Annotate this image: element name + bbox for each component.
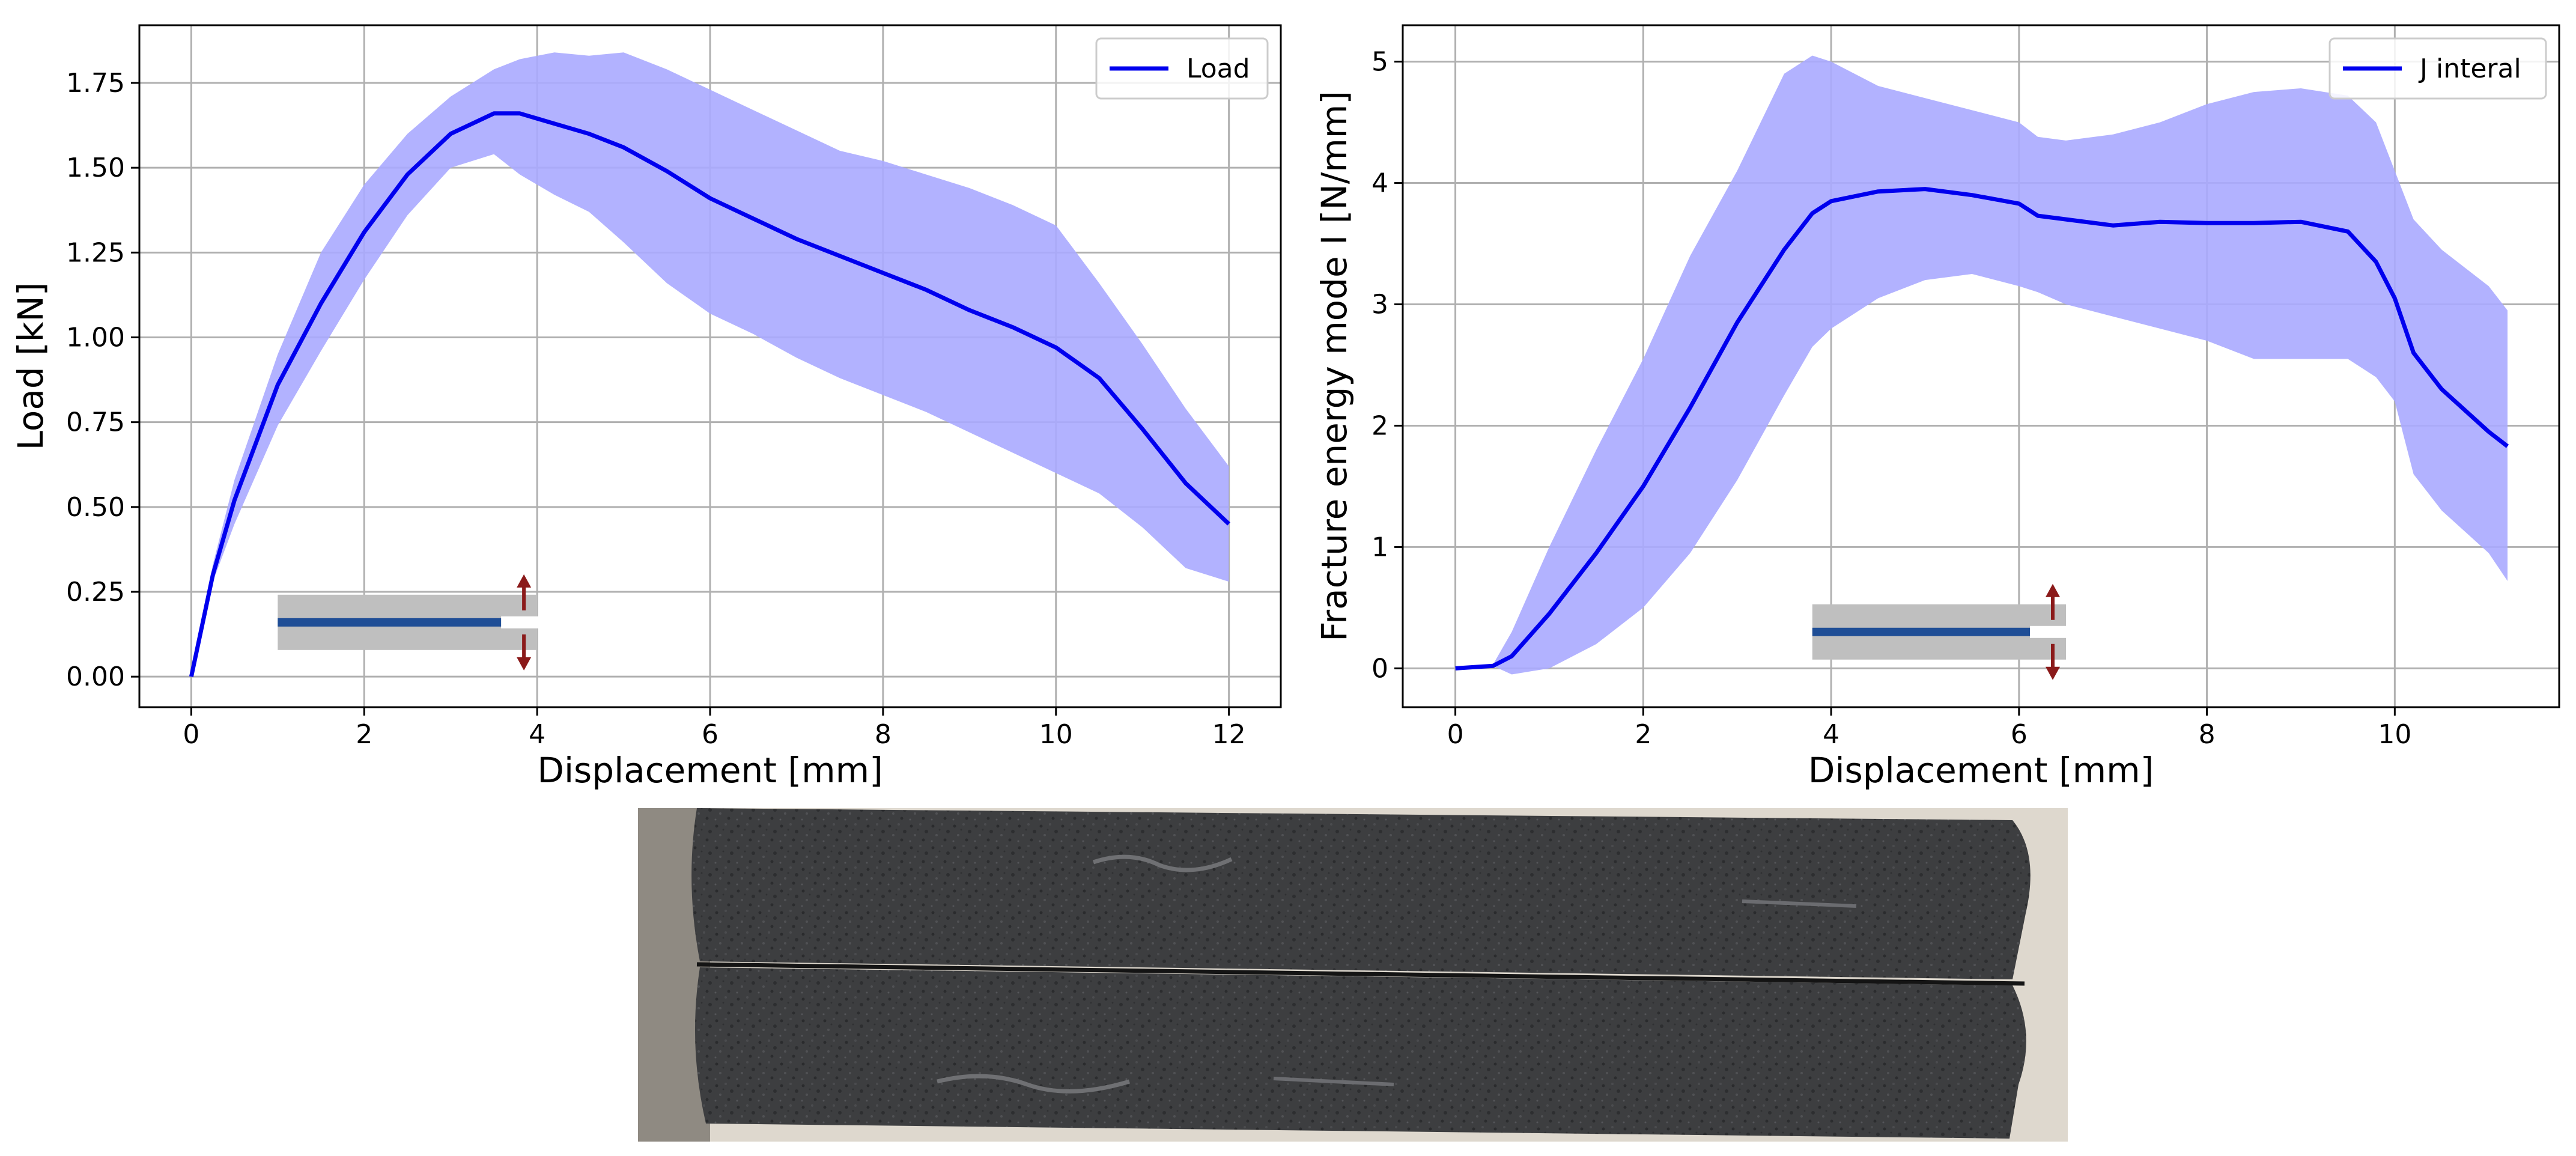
load-series-line xyxy=(189,111,1231,677)
load-y-tick-label-7: 1.75 xyxy=(66,68,125,99)
energy-y-axis-label: Fracture energy mode I [N/mm] xyxy=(1314,91,1355,642)
energy-legend-label: J interal xyxy=(2418,53,2521,84)
energy-inset-arrowhead-up xyxy=(2046,583,2061,597)
load-x-tick-label-2: 4 xyxy=(529,719,545,750)
energy-legend-box xyxy=(2328,37,2547,100)
load-inset-layer xyxy=(278,618,502,627)
energy-y-ticks: 0 1 2 3 4 5 xyxy=(1372,47,1403,684)
load-y-tick-label-2: 0.50 xyxy=(66,492,125,523)
energy-x-tick-label-3: 6 xyxy=(2011,719,2028,750)
photo-lower-beam xyxy=(695,967,2026,1139)
load-x-ticks: 0 2 4 6 8 10 12 xyxy=(183,707,1246,750)
load-y-tick-label-3: 0.75 xyxy=(66,407,125,438)
energy-x-tick-label-5: 10 xyxy=(2378,719,2411,750)
load-y-ticks: 0.00 0.25 0.50 0.75 1.00 1.25 1.50 1.75 xyxy=(66,68,139,692)
load-y-tick-label-5: 1.25 xyxy=(66,237,125,268)
photo-streak-3 xyxy=(937,1074,1131,1094)
energy-y-tick-label-3: 3 xyxy=(1372,290,1388,320)
load-x-tick-label-3: 6 xyxy=(702,719,718,750)
energy-y-tick-label-4: 4 xyxy=(1372,168,1388,199)
load-specimen-inset xyxy=(278,574,539,671)
load-y-axis-label: Load [kN] xyxy=(10,282,51,451)
energy-x-tick-label-1: 2 xyxy=(1635,719,1651,750)
photo-streak-4 xyxy=(1273,1077,1394,1086)
load-y-tick-label-1: 0.25 xyxy=(66,577,125,607)
photo-crack xyxy=(696,962,2025,986)
photo-streak-2 xyxy=(1742,899,1857,908)
load-inset-notch xyxy=(501,616,539,628)
load-inset-arrowhead-up xyxy=(517,574,532,588)
energy-series-line xyxy=(1455,187,2509,671)
energy-confidence-band xyxy=(1455,55,2508,675)
energy-y-tick-label-5: 5 xyxy=(1372,47,1388,78)
load-legend: Load xyxy=(1095,37,1269,100)
load-confidence-band xyxy=(191,52,1229,677)
energy-chart-frame xyxy=(1402,24,2560,708)
specimen-photo xyxy=(638,808,2068,1142)
energy-inset-notch xyxy=(2030,625,2068,638)
energy-legend: J interal xyxy=(2328,37,2547,100)
photo-upper-beam xyxy=(691,808,2031,979)
load-x-tick-label-0: 0 xyxy=(183,719,199,750)
energy-x-tick-label-2: 4 xyxy=(1823,719,1839,750)
energy-y-tick-label-1: 1 xyxy=(1372,532,1388,562)
energy-x-axis-label: Displacement [mm] xyxy=(1808,750,2154,791)
fracture-energy-chart: 0 2 4 6 8 10 0 1 2 3 4 5 Displacement [mm] Fractur… xyxy=(1314,24,2560,791)
load-x-tick-label-1: 2 xyxy=(356,719,372,750)
load-x-axis-label: Displacement [mm] xyxy=(537,750,882,791)
load-x-tick-label-5: 10 xyxy=(1039,719,1073,750)
load-y-tick-label-4: 1.00 xyxy=(66,323,125,353)
load-chart: 0 2 4 6 8 10 12 0.00 0.25 0.50 0.75 1.00 1.25 1.50 1.… xyxy=(10,24,1282,791)
load-inset-arrowhead-down xyxy=(517,657,532,671)
load-y-tick-label-6: 1.50 xyxy=(66,153,125,183)
load-x-tick-label-4: 8 xyxy=(875,719,892,750)
load-x-tick-label-6: 12 xyxy=(1212,719,1246,750)
energy-y-tick-label-0: 0 xyxy=(1372,653,1388,684)
energy-x-tick-label-0: 0 xyxy=(1447,719,1464,750)
energy-inset-arrowhead-down xyxy=(2046,666,2061,680)
energy-x-ticks: 0 2 4 6 8 10 xyxy=(1447,707,2411,750)
energy-inset-layer xyxy=(1812,627,2031,636)
energy-y-tick-label-2: 2 xyxy=(1372,410,1388,441)
photo-streak-1 xyxy=(1092,854,1233,872)
load-y-tick-label-0: 0.00 xyxy=(66,662,125,692)
load-legend-box xyxy=(1095,37,1269,100)
energy-specimen-inset xyxy=(1812,583,2068,680)
load-legend-label: Load xyxy=(1186,53,1250,84)
energy-x-tick-label-4: 8 xyxy=(2199,719,2216,750)
